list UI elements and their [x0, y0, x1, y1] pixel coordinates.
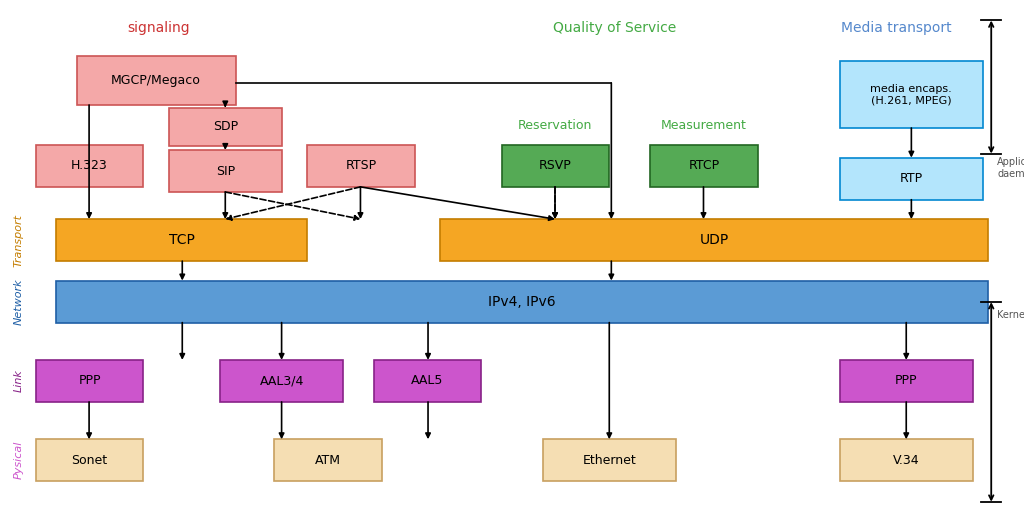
- Text: RTCP: RTCP: [688, 159, 720, 173]
- FancyBboxPatch shape: [169, 150, 282, 192]
- Text: Quality of Service: Quality of Service: [553, 21, 676, 35]
- Text: PPP: PPP: [79, 374, 100, 388]
- Text: Transport: Transport: [13, 214, 24, 267]
- FancyBboxPatch shape: [502, 145, 609, 187]
- FancyBboxPatch shape: [840, 360, 973, 402]
- Text: media encaps.
(H.261, MPEG): media encaps. (H.261, MPEG): [870, 84, 952, 105]
- Text: Kernel: Kernel: [997, 310, 1024, 320]
- Text: V.34: V.34: [893, 454, 920, 467]
- FancyBboxPatch shape: [169, 108, 282, 146]
- Text: Link: Link: [13, 370, 24, 392]
- Text: UDP: UDP: [699, 233, 729, 247]
- Text: SDP: SDP: [213, 120, 238, 133]
- Text: Reservation: Reservation: [518, 119, 592, 132]
- Text: Ethernet: Ethernet: [583, 454, 636, 467]
- Text: PPP: PPP: [895, 374, 918, 388]
- FancyBboxPatch shape: [274, 439, 382, 481]
- FancyBboxPatch shape: [36, 439, 143, 481]
- FancyBboxPatch shape: [650, 145, 758, 187]
- FancyBboxPatch shape: [440, 219, 988, 261]
- FancyBboxPatch shape: [56, 281, 988, 323]
- FancyBboxPatch shape: [77, 56, 236, 105]
- FancyBboxPatch shape: [36, 145, 143, 187]
- Text: IPv4, IPv6: IPv4, IPv6: [488, 294, 556, 309]
- FancyBboxPatch shape: [307, 145, 415, 187]
- Text: TCP: TCP: [169, 233, 195, 247]
- Text: Measurement: Measurement: [660, 119, 746, 132]
- Text: Application
daemon: Application daemon: [997, 157, 1024, 179]
- Text: Media transport: Media transport: [841, 21, 951, 35]
- FancyBboxPatch shape: [840, 61, 983, 128]
- Text: Sonet: Sonet: [72, 454, 108, 467]
- FancyBboxPatch shape: [36, 360, 143, 402]
- FancyBboxPatch shape: [56, 219, 307, 261]
- Text: ATM: ATM: [315, 454, 341, 467]
- Text: AAL5: AAL5: [412, 374, 443, 388]
- FancyBboxPatch shape: [840, 439, 973, 481]
- Text: MGCP/Megaco: MGCP/Megaco: [112, 74, 201, 87]
- Text: H.323: H.323: [72, 159, 108, 173]
- FancyBboxPatch shape: [543, 439, 676, 481]
- FancyBboxPatch shape: [220, 360, 343, 402]
- Text: Pysical: Pysical: [13, 441, 24, 479]
- Text: signaling: signaling: [127, 21, 190, 35]
- FancyBboxPatch shape: [840, 158, 983, 200]
- FancyBboxPatch shape: [374, 360, 481, 402]
- Text: AAL3/4: AAL3/4: [259, 374, 304, 388]
- Text: RTSP: RTSP: [345, 159, 377, 173]
- Text: RTP: RTP: [900, 172, 923, 185]
- Text: SIP: SIP: [216, 164, 234, 178]
- Text: RSVP: RSVP: [540, 159, 571, 173]
- Text: Network: Network: [13, 278, 24, 325]
